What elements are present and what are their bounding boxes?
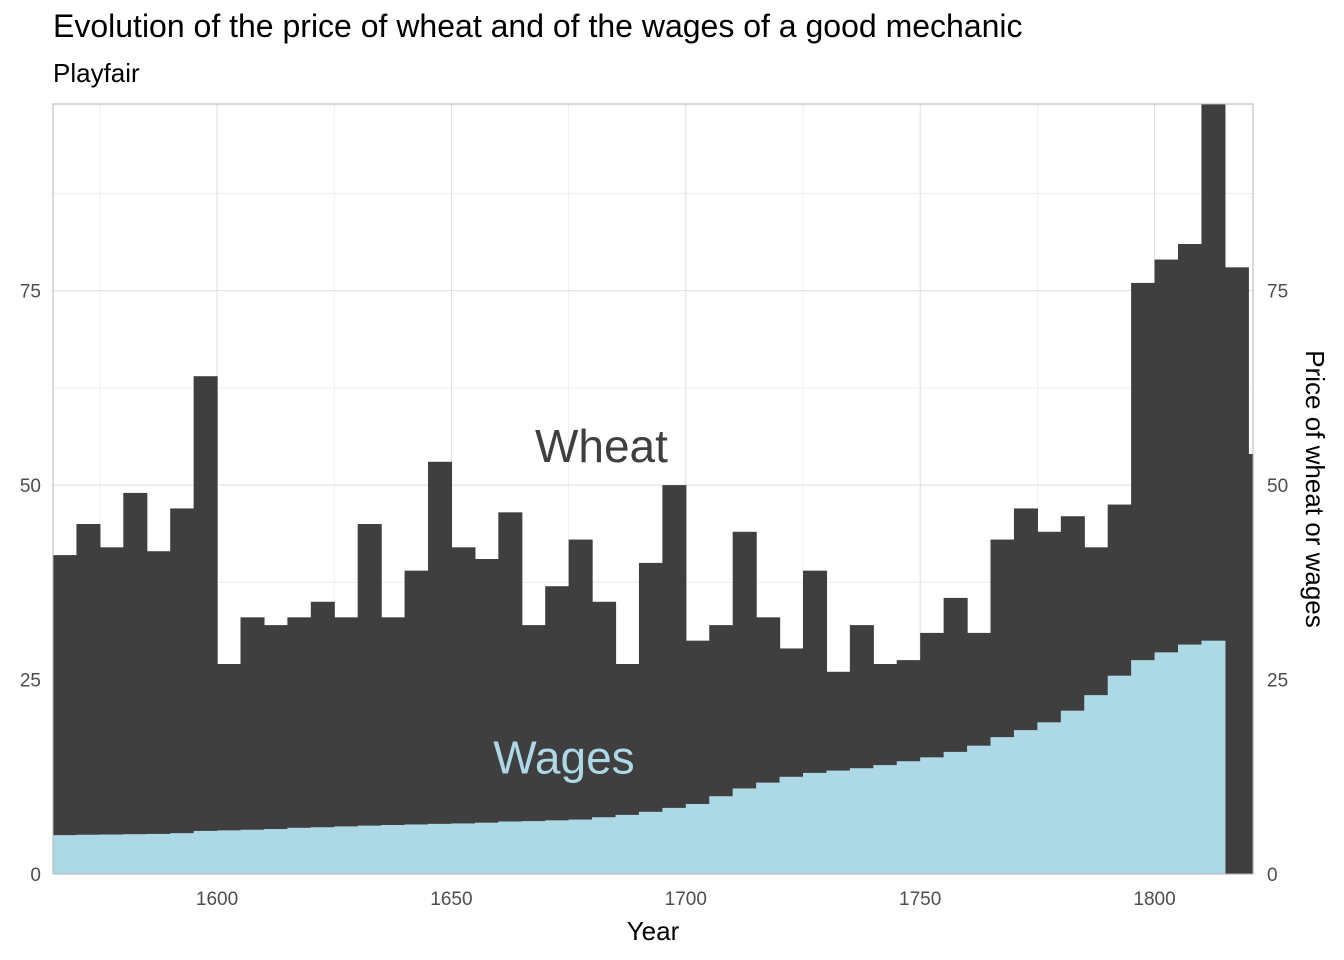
wages-bar — [381, 825, 406, 874]
x-axis-title: Year — [627, 916, 680, 946]
wheat-bar — [1248, 454, 1254, 874]
wages-bar — [1060, 710, 1085, 874]
wages-bar — [240, 829, 265, 874]
y-tick-label-left: 0 — [30, 865, 41, 886]
wages-bar — [310, 827, 335, 874]
wheat-bar — [170, 508, 195, 874]
wages-bar — [779, 776, 804, 874]
wages-bar — [849, 768, 874, 874]
wages-bar — [638, 811, 663, 874]
wages-bar — [756, 782, 781, 874]
wages-bar — [404, 824, 429, 874]
wages-bar — [451, 823, 476, 874]
wheat-bar — [76, 524, 101, 874]
wages-bar — [732, 788, 757, 874]
x-tick-label: 1650 — [430, 889, 472, 910]
wages-bar — [826, 770, 851, 874]
wages-bar — [1107, 675, 1132, 874]
x-tick-label: 1600 — [196, 889, 238, 910]
annotations: Wheat Wages — [493, 420, 668, 783]
chart-title: Evolution of the price of wheat and of t… — [53, 8, 1023, 44]
wages-bar — [217, 830, 242, 874]
wheat-bar — [498, 512, 523, 874]
wheat-bar — [428, 461, 453, 874]
wages-bar — [545, 820, 570, 874]
wages-bar — [967, 745, 992, 874]
y-tick-label-right: 0 — [1267, 865, 1278, 886]
wages-bar — [990, 737, 1015, 874]
wages-bar — [615, 814, 640, 874]
wheat-bar — [99, 547, 124, 874]
wheat-bar — [451, 547, 476, 874]
x-tick-label: 1700 — [665, 889, 707, 910]
wages-bar — [146, 833, 171, 874]
wages-bar — [896, 761, 921, 874]
wages-bar — [263, 829, 288, 874]
wheat-bar — [193, 376, 218, 874]
wages-bar — [99, 834, 124, 874]
wages-bar — [287, 827, 312, 874]
wages-bar — [428, 823, 453, 874]
wages-bar — [1013, 730, 1038, 874]
wages-bar — [592, 817, 617, 874]
wages-bar — [943, 751, 968, 874]
wages-bar — [803, 772, 828, 874]
wheat-annotation: Wheat — [535, 420, 668, 472]
wheat-bar — [53, 555, 78, 874]
wheat-bar — [474, 559, 499, 874]
x-tick-label: 1800 — [1133, 889, 1175, 910]
y-tick-label-left: 50 — [20, 476, 41, 497]
wages-bar — [873, 765, 898, 874]
wages-bar — [662, 807, 687, 874]
wheat-bar — [146, 551, 171, 874]
y-tick-label-right: 50 — [1267, 476, 1288, 497]
wages-bar — [1084, 695, 1109, 874]
wages-bar — [920, 757, 945, 874]
wages-bar — [685, 804, 710, 874]
plot-border — [52, 103, 1254, 875]
wages-bar — [1131, 660, 1156, 874]
wages-annotation: Wages — [493, 731, 634, 783]
wheat-bar — [568, 539, 593, 874]
wages-bar — [170, 833, 195, 874]
y-tick-label-left: 25 — [20, 671, 41, 692]
wages-bar — [123, 834, 148, 874]
wages-bar — [521, 821, 546, 874]
wages-bar — [53, 835, 78, 874]
wages-series — [53, 640, 1226, 874]
wages-bar — [1178, 644, 1203, 874]
y-tick-label-right: 25 — [1267, 671, 1288, 692]
wheat-bar — [123, 492, 148, 874]
wages-bar — [568, 819, 593, 874]
wages-bar — [1201, 640, 1226, 874]
axes: 1600 1650 1700 1750 1800 0 0 25 25 50 50 75 75 — [20, 282, 1288, 910]
y-axis-title-right: Price of wheat or wages — [1300, 350, 1330, 627]
wheat-bar — [357, 524, 382, 874]
wages-bar — [76, 834, 101, 874]
wages-bar — [1154, 652, 1179, 874]
chart-subtitle: Playfair — [53, 58, 140, 88]
wages-bar — [357, 825, 382, 874]
wages-bar — [709, 796, 734, 874]
wheat-bar — [404, 570, 429, 874]
y-tick-label-right: 75 — [1267, 282, 1288, 303]
wages-bar — [474, 822, 499, 874]
y-tick-label-left: 75 — [20, 282, 41, 303]
wages-bar — [334, 826, 359, 874]
wages-bar — [1037, 722, 1062, 874]
wages-bar — [193, 830, 218, 874]
x-tick-label: 1750 — [899, 889, 941, 910]
wheat-bar — [1224, 267, 1249, 874]
wages-bar — [498, 821, 523, 874]
